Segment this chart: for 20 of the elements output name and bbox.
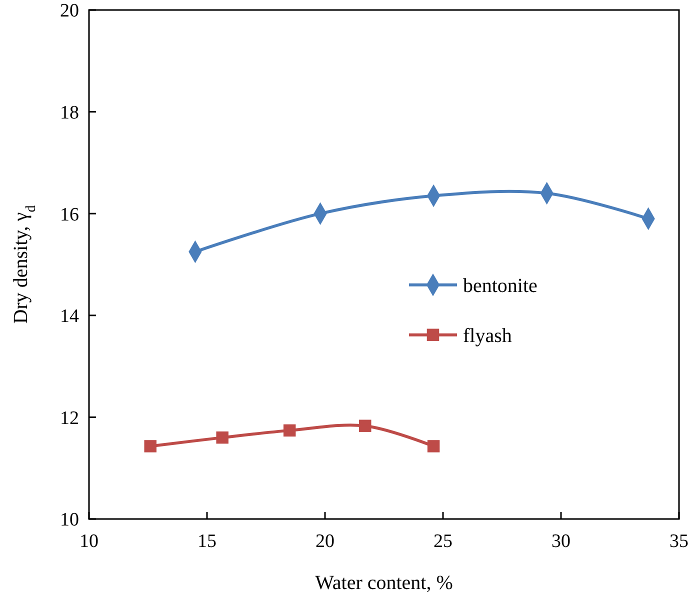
y-tick-label: 14 <box>60 306 80 328</box>
x-tick-label: 20 <box>316 531 334 552</box>
point <box>216 431 228 444</box>
point <box>283 424 296 437</box>
legend-label: flyash <box>463 324 512 347</box>
x-tick-label: 30 <box>552 531 570 552</box>
legend-label: bentonite <box>463 274 538 297</box>
y-tick-label: 16 <box>60 204 79 226</box>
x-tick-label: 35 <box>670 531 688 552</box>
y-tick-label: 20 <box>60 0 79 22</box>
x-tick-label: 10 <box>80 531 98 552</box>
x-tick-label: 15 <box>198 531 216 552</box>
point <box>144 440 156 452</box>
y-tick-label: 10 <box>60 510 79 531</box>
point <box>358 420 372 432</box>
y-tick-label: 18 <box>60 102 79 124</box>
y-tick-label: 12 <box>60 408 79 429</box>
x-tick-label: 25 <box>434 531 452 552</box>
point <box>427 440 440 452</box>
x-axis-title: Water content, % <box>315 572 453 594</box>
